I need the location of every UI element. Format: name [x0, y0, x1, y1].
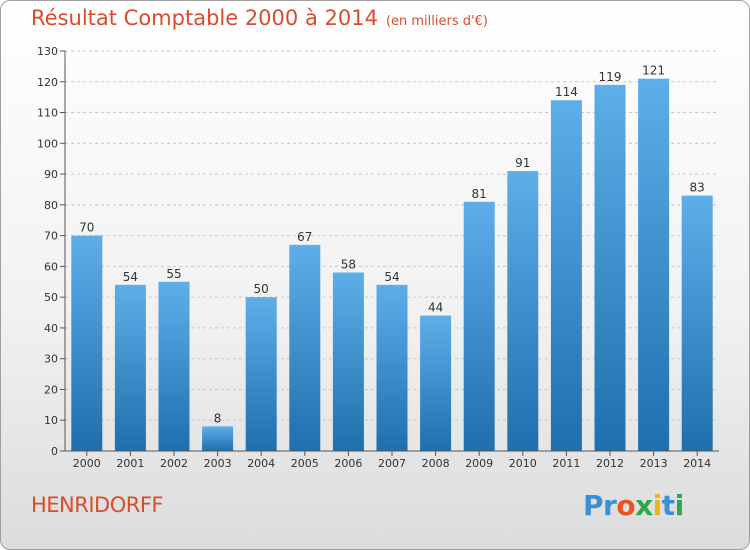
y-tick-label: 50: [44, 291, 58, 304]
bar-2004: [245, 297, 277, 451]
bar-2001: [114, 284, 146, 451]
chart-title: Résultat Comptable 2000 à 2014 (en millie…: [31, 6, 488, 30]
x-tick-label: 2014: [683, 457, 711, 470]
x-tick-label: 2001: [116, 457, 144, 470]
data-label-2004: 50: [254, 282, 269, 296]
commune-name: HENRIDORFF: [31, 493, 164, 517]
y-tick-label: 100: [37, 137, 58, 150]
bars: 70 54 55 8 50 67 58 54 44 81 91 114 119 121 83: [71, 64, 713, 451]
data-label-2008: 44: [428, 301, 443, 315]
proxiti-logo: Proxiti: [583, 489, 684, 522]
bar-2010: [507, 171, 539, 451]
data-label-2009: 81: [472, 187, 487, 201]
logo-letter: P: [583, 489, 604, 522]
x-tick-label: 2000: [73, 457, 101, 470]
logo-letter: o: [616, 489, 636, 522]
bar-2000: [71, 235, 103, 451]
y-tick-label: 20: [44, 383, 58, 396]
y-tick-label: 80: [44, 199, 58, 212]
logo-letter: t: [661, 489, 675, 522]
x-tick-label: 2012: [596, 457, 624, 470]
data-label-2011: 114: [555, 85, 578, 99]
x-tick-label: 2010: [509, 457, 537, 470]
y-tick-label: 60: [44, 260, 58, 273]
data-label-2014: 83: [690, 181, 705, 195]
x-tick-label: 2005: [291, 457, 319, 470]
bar-2014: [681, 195, 713, 451]
x-tick-label: 2008: [422, 457, 450, 470]
bar-2009: [463, 201, 495, 451]
data-label-2002: 55: [166, 267, 181, 281]
bar-2002: [158, 281, 190, 451]
x-tick-label: 2007: [378, 457, 406, 470]
logo-letter: i: [674, 489, 685, 522]
bar-2013: [638, 78, 670, 451]
bar-2006: [332, 272, 364, 451]
data-label-2005: 67: [297, 230, 312, 244]
x-tick-label: 2013: [640, 457, 668, 470]
data-label-2013: 121: [642, 64, 665, 78]
bar-2012: [594, 84, 626, 451]
logo-letter: x: [635, 489, 653, 522]
title-text: Résultat Comptable 2000 à 2014: [31, 6, 378, 30]
data-label-2003: 8: [214, 411, 222, 425]
y-axis: 0 10 20 30 40 50 60 70 80 90 100 110 120 130: [37, 45, 66, 458]
bar-2011: [550, 100, 582, 451]
x-tick-label: 2011: [552, 457, 580, 470]
x-axis: 2000 2001 2002 2003 2004 2005 2006 2007 2008 2009…: [65, 450, 719, 470]
x-tick-label: 2003: [204, 457, 232, 470]
bar-2005: [289, 244, 321, 451]
data-label-2000: 70: [79, 221, 94, 235]
y-tick-label: 10: [44, 414, 58, 427]
y-tick-label: 90: [44, 168, 58, 181]
x-tick-label: 2006: [334, 457, 362, 470]
y-tick-label: 0: [51, 445, 58, 458]
data-label-2006: 58: [341, 258, 356, 272]
logo-letter: i: [652, 489, 663, 522]
data-label-2001: 54: [123, 270, 138, 284]
data-label-2007: 54: [384, 270, 399, 284]
bar-2003: [202, 426, 234, 451]
bar-2008: [420, 315, 452, 451]
bar-2007: [376, 284, 408, 451]
y-tick-label: 30: [44, 353, 58, 366]
y-tick-label: 110: [37, 107, 58, 120]
data-label-2010: 91: [515, 156, 530, 170]
data-label-2012: 119: [599, 70, 622, 84]
x-tick-label: 2009: [465, 457, 493, 470]
y-tick-label: 130: [37, 45, 58, 58]
logo-letter: r: [603, 489, 617, 522]
y-tick-label: 40: [44, 322, 58, 335]
x-tick-label: 2002: [160, 457, 188, 470]
y-tick-label: 120: [37, 76, 58, 89]
unit-note: (en milliers d'€): [385, 14, 488, 29]
x-tick-label: 2004: [247, 457, 275, 470]
y-tick-label: 70: [44, 230, 58, 243]
